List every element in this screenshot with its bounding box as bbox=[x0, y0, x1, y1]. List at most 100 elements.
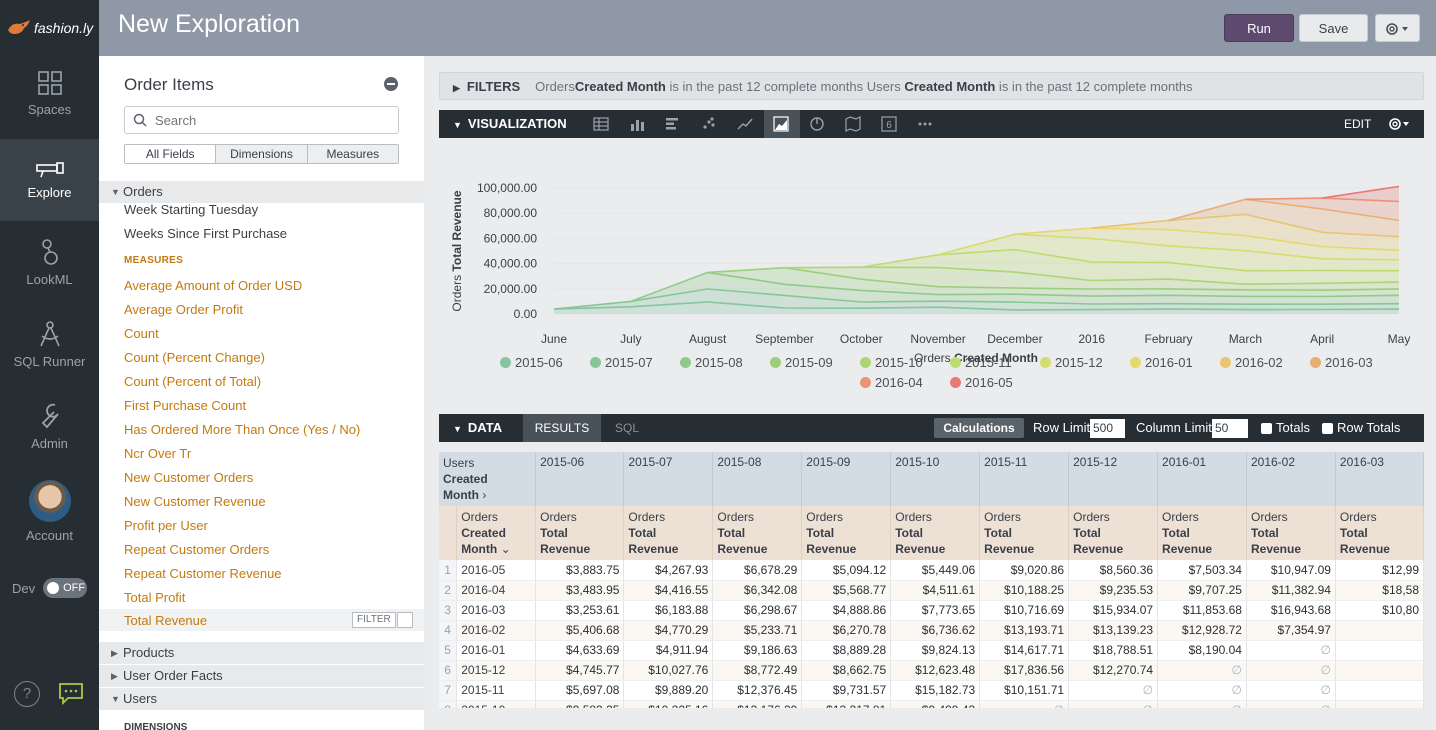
measure-cell[interactable]: ∅ bbox=[1246, 660, 1336, 681]
legend-item[interactable]: 2015-06 bbox=[500, 355, 563, 370]
measure-cell[interactable]: ∅ bbox=[1068, 680, 1159, 701]
measure-cell[interactable]: $4,888.86 bbox=[801, 600, 892, 621]
tab-all-fields[interactable]: All Fields bbox=[125, 145, 217, 163]
dimension-cell[interactable]: 2016-01 bbox=[456, 640, 537, 661]
measure-cell[interactable]: $6,270.78 bbox=[801, 620, 892, 641]
measure-cell[interactable]: $12,928.72 bbox=[1157, 620, 1247, 641]
measure-cell[interactable]: $9,824.13 bbox=[890, 640, 981, 661]
measure-cell[interactable]: $10,80 bbox=[1335, 600, 1424, 621]
pivot-icon[interactable] bbox=[397, 612, 413, 628]
measure-cell[interactable]: $12,623.48 bbox=[890, 660, 981, 681]
measure-cell[interactable]: $3,483.95 bbox=[535, 580, 625, 601]
measure-column-header[interactable]: Orders Total Revenue bbox=[1246, 506, 1336, 560]
bar-chart-icon[interactable] bbox=[665, 116, 681, 132]
search-input[interactable] bbox=[155, 112, 385, 128]
measure-cell[interactable]: $8,190.04 bbox=[1157, 640, 1247, 661]
measure-cell[interactable] bbox=[1335, 700, 1424, 708]
measure-cell[interactable]: $5,406.68 bbox=[535, 620, 625, 641]
legend-item[interactable]: 2016-04 bbox=[860, 375, 923, 390]
measure-cell[interactable]: $10,947.09 bbox=[1246, 560, 1336, 581]
field-item[interactable]: Repeat Customer Revenue bbox=[124, 566, 282, 581]
run-button[interactable]: Run bbox=[1224, 14, 1294, 42]
nav-account[interactable]: Account bbox=[0, 480, 99, 562]
legend-item[interactable]: 2015-11 bbox=[950, 355, 1012, 370]
measure-cell[interactable]: $6,342.08 bbox=[712, 580, 803, 601]
totals-checkbox[interactable] bbox=[1261, 423, 1272, 434]
pivot-column-header[interactable]: 2015-07 bbox=[623, 452, 714, 506]
dev-mode-toggle[interactable]: OFF bbox=[43, 578, 88, 598]
field-item[interactable]: New Customer Revenue bbox=[124, 494, 266, 509]
group-user-order-facts[interactable]: ▶ User Order Facts bbox=[99, 665, 424, 687]
column-limit-input[interactable]: 50 bbox=[1212, 419, 1248, 438]
single-value-icon[interactable]: 6 bbox=[881, 116, 897, 132]
measure-cell[interactable]: $18,788.51 bbox=[1068, 640, 1159, 661]
dimension-cell[interactable]: 2016-04 bbox=[456, 580, 537, 601]
collapse-icon[interactable] bbox=[384, 77, 398, 91]
measure-cell[interactable]: $4,416.55 bbox=[623, 580, 714, 601]
table-vis-icon[interactable] bbox=[593, 116, 609, 132]
field-item[interactable]: Count (Percent Change) bbox=[124, 350, 265, 365]
field-item[interactable]: Repeat Customer Orders bbox=[124, 542, 270, 557]
measure-cell[interactable]: $9,186.63 bbox=[712, 640, 803, 661]
field-item[interactable]: Ncr Over Tr bbox=[124, 446, 192, 461]
measure-cell[interactable]: $3,883.75 bbox=[535, 560, 625, 581]
measure-cell[interactable]: ∅ bbox=[1068, 700, 1159, 708]
pivot-column-header[interactable]: 2015-06 bbox=[535, 452, 625, 506]
measure-cell[interactable] bbox=[1335, 660, 1424, 681]
measure-cell[interactable]: ∅ bbox=[1246, 680, 1336, 701]
measure-cell[interactable]: $5,568.77 bbox=[801, 580, 892, 601]
measure-cell[interactable] bbox=[1335, 620, 1424, 641]
legend-item[interactable]: 2015-07 bbox=[590, 355, 653, 370]
measure-cell[interactable]: $6,298.67 bbox=[712, 600, 803, 621]
map-icon[interactable] bbox=[845, 116, 861, 132]
measure-cell[interactable]: $7,503.34 bbox=[1157, 560, 1247, 581]
measure-cell[interactable]: $17,836.56 bbox=[979, 660, 1070, 681]
measure-cell[interactable]: $8,772.49 bbox=[712, 660, 803, 681]
scatter-chart-icon[interactable] bbox=[701, 116, 717, 132]
measure-cell[interactable]: $11,382.94 bbox=[1246, 580, 1336, 601]
measure-cell[interactable]: $6,183.88 bbox=[623, 600, 714, 621]
group-orders[interactable]: ▼ Orders bbox=[99, 181, 424, 203]
measure-cell[interactable]: $10,151.71 bbox=[979, 680, 1070, 701]
measure-cell[interactable]: $13,193.71 bbox=[979, 620, 1070, 641]
measure-column-header[interactable]: Orders Total Revenue bbox=[535, 506, 625, 560]
measure-cell[interactable]: $18,58 bbox=[1335, 580, 1424, 601]
pivot-column-header[interactable]: 2015-11 bbox=[979, 452, 1070, 506]
field-item[interactable]: Total Profit bbox=[124, 590, 186, 605]
measure-cell[interactable]: $10,225.16 bbox=[623, 700, 714, 708]
measure-cell[interactable]: $9,731.57 bbox=[801, 680, 892, 701]
dimension-cell[interactable]: 2015-11 bbox=[456, 680, 537, 701]
data-toggle[interactable]: ▼ DATA bbox=[453, 414, 502, 443]
nav-sql-runner[interactable]: SQL Runner bbox=[0, 320, 99, 402]
measure-cell[interactable]: $9,235.53 bbox=[1068, 580, 1159, 601]
dimension-header[interactable]: Orders Created Month ⌄ bbox=[456, 506, 537, 560]
group-products[interactable]: ▶ Products bbox=[99, 642, 424, 664]
measure-cell[interactable]: $9,583.35 bbox=[535, 700, 625, 708]
more-options-icon[interactable] bbox=[917, 116, 933, 132]
measure-column-header[interactable]: Orders Total Revenue bbox=[623, 506, 714, 560]
field-item[interactable]: Has Ordered More Than Once (Yes / No) bbox=[124, 422, 361, 437]
measure-cell[interactable]: $16,943.68 bbox=[1246, 600, 1336, 621]
tab-measures[interactable]: Measures bbox=[307, 145, 398, 163]
legend-item[interactable]: 2015-08 bbox=[680, 355, 743, 370]
measure-cell[interactable]: $11,853.68 bbox=[1157, 600, 1247, 621]
save-button[interactable]: Save bbox=[1299, 14, 1368, 42]
pie-chart-icon[interactable] bbox=[809, 116, 825, 132]
measure-cell[interactable]: $12,270.74 bbox=[1068, 660, 1159, 681]
field-search[interactable] bbox=[124, 106, 399, 134]
dimension-cell[interactable]: 2015-12 bbox=[456, 660, 537, 681]
field-item[interactable]: Count (Percent of Total) bbox=[124, 374, 262, 389]
dimension-cell[interactable]: 2016-02 bbox=[456, 620, 537, 641]
pivot-column-header[interactable]: 2015-08 bbox=[712, 452, 803, 506]
line-chart-icon[interactable] bbox=[737, 116, 753, 132]
gear-icon[interactable] bbox=[1387, 116, 1415, 132]
tab-results[interactable]: RESULTS bbox=[523, 414, 601, 442]
calculations-button[interactable]: Calculations bbox=[934, 418, 1024, 438]
measure-cell[interactable]: $15,182.73 bbox=[890, 680, 981, 701]
tab-dimensions[interactable]: Dimensions bbox=[216, 145, 308, 163]
measure-cell[interactable]: $10,716.69 bbox=[979, 600, 1070, 621]
field-item[interactable]: Average Order Profit bbox=[124, 302, 243, 317]
group-users[interactable]: ▼ Users bbox=[99, 688, 424, 710]
measure-cell[interactable]: $10,188.25 bbox=[979, 580, 1070, 601]
measure-column-header[interactable]: Orders Total Revenue bbox=[890, 506, 981, 560]
